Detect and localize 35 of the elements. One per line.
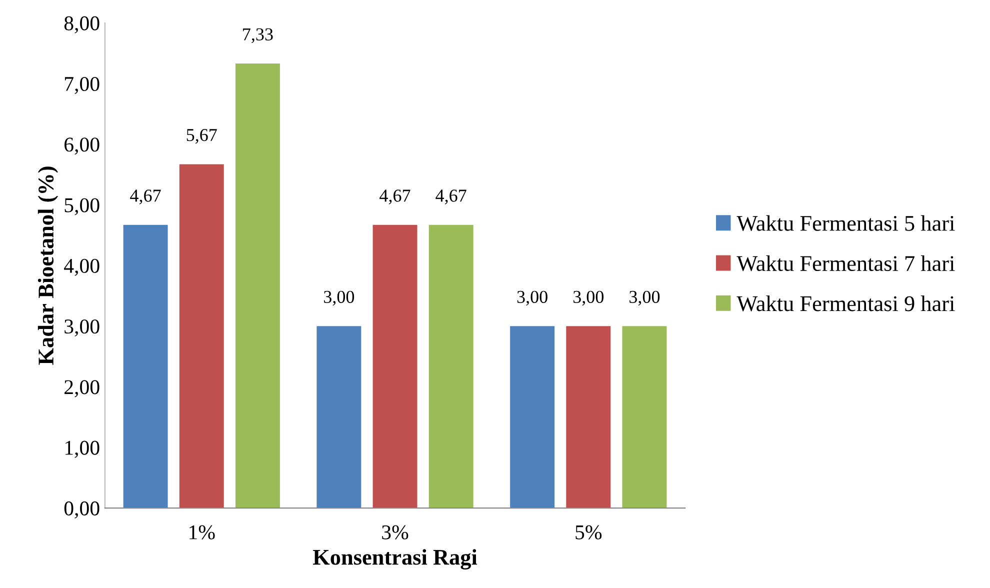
y-tick-label: 8,00: [64, 16, 100, 34]
data-label: 4,67: [130, 190, 161, 204]
data-label: 7,33: [243, 28, 273, 44]
x-tick-label: 3%: [382, 525, 408, 540]
bar: [179, 164, 224, 508]
x-tick-label: 1%: [190, 525, 215, 540]
bar: [428, 224, 474, 508]
legend-label: Waktu Fermentasi 9 hari: [736, 296, 955, 312]
bar: [510, 326, 555, 508]
y-tick-label: 2,00: [64, 380, 100, 398]
y-tick-label: 0,00: [64, 501, 100, 518]
x-tick-label: 5%: [576, 525, 602, 540]
data-label: 3,00: [630, 290, 660, 306]
bar: [235, 64, 280, 508]
bar: [566, 326, 611, 508]
legend-label: Waktu Fermentasi 5 hari: [736, 215, 955, 232]
bar: [316, 326, 362, 508]
y-tick-label: 4,00: [64, 258, 100, 276]
y-tick-label: 6,00: [64, 138, 100, 155]
data-label: 5,67: [186, 128, 217, 144]
bar: [372, 224, 418, 508]
bar: [123, 224, 168, 508]
y-axis-title: Kadar Bioetanol (%): [38, 166, 58, 365]
y-tick-label: 3,00: [64, 319, 100, 337]
x-axis-title: Konsentrasi Ragi: [312, 549, 478, 570]
data-label: 3,00: [517, 290, 548, 306]
y-tick-label: 7,00: [64, 76, 100, 94]
y-tick-label: 5,00: [64, 198, 100, 216]
bar: [622, 326, 667, 508]
legend-label: Waktu Fermentasi 7 hari: [736, 255, 955, 272]
y-tick-label: 1,00: [65, 440, 100, 458]
data-label: 3,00: [573, 290, 604, 306]
data-label: 4,67: [380, 190, 410, 204]
data-label: 3,00: [324, 290, 354, 306]
data-label: 4,67: [436, 190, 466, 204]
